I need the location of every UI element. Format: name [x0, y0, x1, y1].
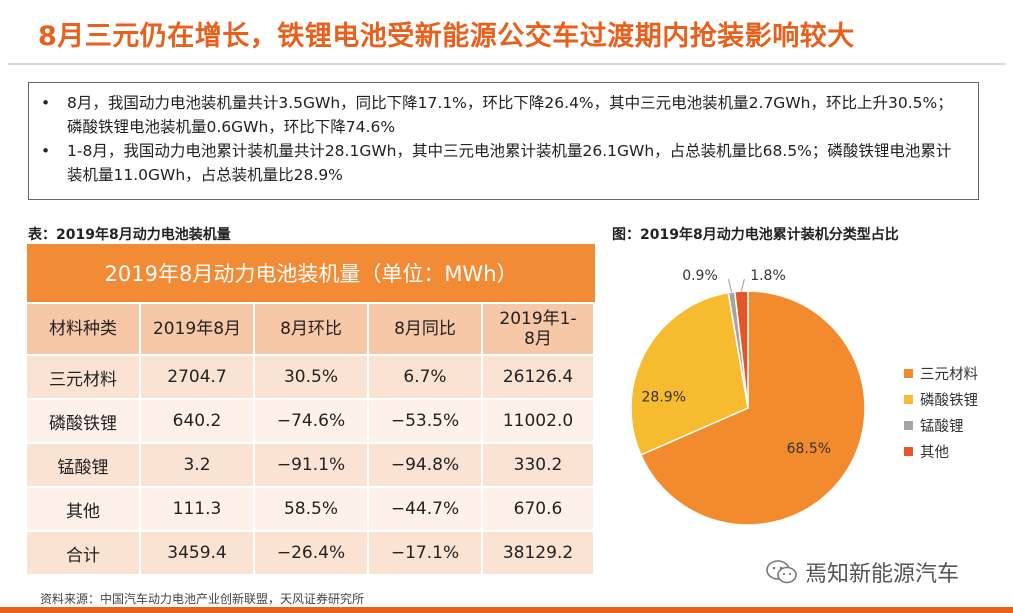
- column-header: 材料种类: [27, 304, 141, 356]
- table-cell: 11002.0: [483, 400, 596, 444]
- table-header-row: 材料种类 2019年8月 8月环比 8月同比 2019年1-8月: [27, 304, 596, 356]
- pie-slice-4: [733, 290, 749, 409]
- table-cell: −26.4%: [255, 532, 369, 576]
- page-title: 8月三元仍在增长，铁锂电池受新能源公交车过渡期内抢装影响较大: [38, 21, 855, 52]
- source-note: 资料来源：中国汽车动力电池产业创新联盟，天风证券研究所: [40, 592, 365, 606]
- table-caption: 表：2019年8月动力电池装机量: [28, 227, 231, 243]
- table-row: 其他 111.3 58.5% −44.7% 670.6: [27, 488, 596, 532]
- leader-line: [740, 278, 745, 292]
- legend-label: 其他: [920, 444, 949, 461]
- table-row: 三元材料 2704.7 30.5% 6.7% 26126.4: [27, 356, 596, 400]
- legend-label: 磷酸铁锂: [920, 392, 978, 409]
- battery-installation-table: 2019年8月动力电池装机量（单位：MWh） 材料种类 2019年8月 8月环比…: [27, 244, 596, 576]
- summary-bullet: • 1-8月，我国动力电池累计装机量共计28.1GWh，其中三元电池累计装机量2…: [39, 139, 964, 187]
- table-cell: 其他: [27, 488, 141, 532]
- bullet-dot-icon: •: [41, 142, 51, 160]
- legend-swatch: [904, 420, 913, 430]
- summary-bullet-text: 8月，我国动力电池装机量共计3.5GWh，同比下降17.1%，环比下降26.4%…: [67, 94, 953, 136]
- watermark: 焉知新能源汽车: [765, 556, 959, 588]
- pie-slice-1: [639, 290, 866, 526]
- legend-item: 其他: [904, 438, 978, 464]
- table-cell: 磷酸铁锂: [27, 400, 141, 444]
- table-row: 锰酸锂 3.2 −91.1% −94.8% 330.2: [27, 444, 596, 488]
- table-cell: 3459.4: [141, 532, 255, 576]
- summary-bullet: • 8月，我国动力电池装机量共计3.5GWh，同比下降17.1%，环比下降26.…: [39, 91, 964, 139]
- legend-swatch: [904, 368, 913, 378]
- column-header: 8月环比: [255, 304, 369, 356]
- table-cell: 670.6: [483, 488, 596, 532]
- table-cell: 三元材料: [27, 356, 141, 400]
- table-cell: −91.1%: [255, 444, 369, 488]
- pie-slice-2: [630, 291, 749, 456]
- summary-box: • 8月，我国动力电池装机量共计3.5GWh，同比下降17.1%，环比下降26.…: [28, 82, 979, 200]
- pie-chart-area: 68.5% 28.9% 0.9% 1.8%: [600, 255, 900, 535]
- table-cell: −17.1%: [369, 532, 483, 576]
- chart-legend: 三元材料 磷酸铁锂 锰酸锂 其他: [904, 360, 978, 464]
- legend-label: 三元材料: [920, 366, 978, 383]
- pie-data-label: 28.9%: [642, 389, 686, 405]
- table-cell: 26126.4: [483, 356, 596, 400]
- table-cell: 2704.7: [141, 356, 255, 400]
- table-cell: 3.2: [141, 444, 255, 488]
- chart-caption: 图：2019年8月动力电池累计装机分类型占比: [612, 227, 899, 243]
- legend-item: 三元材料: [904, 360, 978, 386]
- table-cell: 111.3: [141, 488, 255, 532]
- table-cell: 38129.2: [483, 532, 596, 576]
- wechat-icon: [766, 560, 797, 584]
- table-cell: 合计: [27, 532, 141, 576]
- table-cell: −44.7%: [369, 488, 483, 532]
- pie-chart: 68.5% 28.9% 0.9% 1.8%: [630, 268, 866, 526]
- footer-bar: [0, 607, 1013, 613]
- table-cell: 6.7%: [369, 356, 483, 400]
- title-divider: [8, 63, 1005, 65]
- table-cell: −53.5%: [369, 400, 483, 444]
- column-header: 8月同比: [369, 304, 483, 356]
- table-title: 2019年8月动力电池装机量（单位：MWh）: [27, 244, 596, 304]
- table-row: 磷酸铁锂 640.2 −74.6% −53.5% 11002.0: [27, 400, 596, 444]
- table-cell: 30.5%: [255, 356, 369, 400]
- pie-data-label: 0.9%: [682, 268, 718, 284]
- leader-line: [728, 278, 733, 293]
- table-row: 合计 3459.4 −26.4% −17.1% 38129.2: [27, 532, 596, 576]
- table-cell: 锰酸锂: [27, 444, 141, 488]
- legend-item: 锰酸锂: [904, 412, 978, 438]
- column-header: 2019年8月: [141, 304, 255, 356]
- bullet-dot-icon: •: [41, 94, 51, 112]
- watermark-text: 焉知新能源汽车: [805, 562, 960, 587]
- table-cell: 330.2: [483, 444, 596, 488]
- legend-label: 锰酸锂: [920, 418, 964, 435]
- pie-data-label: 1.8%: [750, 268, 786, 284]
- column-header: 2019年1-8月: [483, 304, 596, 356]
- legend-swatch: [904, 394, 913, 404]
- table-cell: −94.8%: [369, 444, 483, 488]
- table-cell: 58.5%: [255, 488, 369, 532]
- table-cell: −74.6%: [255, 400, 369, 444]
- table-cell: 640.2: [141, 400, 255, 444]
- pie-data-label: 68.5%: [787, 441, 831, 457]
- summary-bullet-text: 1-8月，我国动力电池累计装机量共计28.1GWh，其中三元电池累计装机量26.…: [67, 142, 952, 184]
- legend-item: 磷酸铁锂: [904, 386, 978, 412]
- legend-swatch: [904, 446, 913, 456]
